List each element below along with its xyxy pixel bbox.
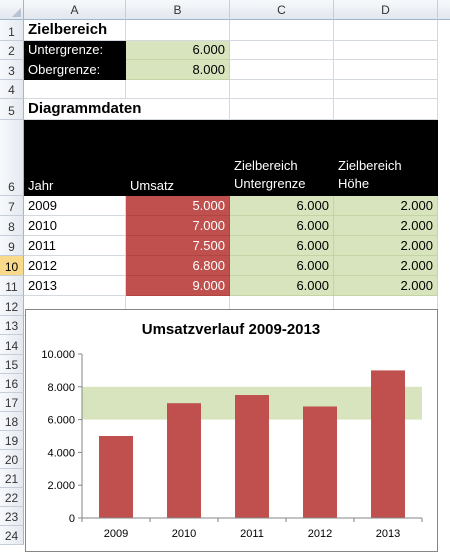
- header-hoehe-line1: Zielbereich: [338, 158, 402, 173]
- select-all-corner[interactable]: [0, 0, 24, 20]
- row-header[interactable]: 14: [0, 335, 24, 355]
- x-tick-label: 2010: [172, 528, 196, 540]
- column-header-a[interactable]: A: [24, 0, 126, 20]
- cell-hoehe[interactable]: 2.000: [334, 236, 438, 256]
- row-header[interactable]: 22: [0, 488, 24, 507]
- row-header[interactable]: 17: [0, 393, 24, 412]
- cell-c1[interactable]: [230, 20, 334, 41]
- cell-umsatz[interactable]: 6.800: [126, 256, 230, 276]
- row-header[interactable]: 24: [0, 526, 24, 545]
- cell-a4[interactable]: [24, 80, 126, 99]
- x-tick-label: 2011: [240, 528, 264, 540]
- chart-plot-area: 0 2.000 4.000 6.000 8.000 10.000 2009 2010 2011 2…: [41, 349, 423, 540]
- row-header[interactable]: 20: [0, 450, 24, 469]
- header-zielbereich-untergrenze[interactable]: Zielbereich Untergrenze: [230, 120, 334, 196]
- cell-c4[interactable]: [230, 80, 334, 99]
- cell-untergrenze[interactable]: 6.000: [230, 196, 334, 216]
- cell-untergrenze[interactable]: 6.000: [230, 216, 334, 236]
- cell-untergrenze[interactable]: 6.000: [230, 276, 334, 296]
- cell-d3[interactable]: [334, 60, 438, 80]
- cell-jahr[interactable]: 2011: [24, 236, 126, 256]
- sales-chart[interactable]: Umsatzverlauf 2009-2013 0 2.000 4.000 6.000…: [25, 309, 438, 552]
- bar: [167, 403, 201, 518]
- cell-jahr[interactable]: 2013: [24, 276, 126, 296]
- y-tick-label: 0: [69, 513, 75, 525]
- header-umsatz[interactable]: Umsatz: [126, 120, 230, 196]
- column-header-b[interactable]: B: [126, 0, 230, 20]
- row-header[interactable]: 19: [0, 431, 24, 450]
- header-zielbereich-hoehe[interactable]: Zielbereich Höhe: [334, 120, 438, 196]
- untergrenze-label[interactable]: Untergrenze:: [24, 41, 126, 60]
- row-header[interactable]: 5: [0, 99, 24, 120]
- row-header[interactable]: 3: [0, 60, 24, 80]
- row-header[interactable]: 15: [0, 355, 24, 374]
- row-header[interactable]: 18: [0, 412, 24, 431]
- cell-untergrenze[interactable]: 6.000: [230, 236, 334, 256]
- zielbereich-title[interactable]: Zielbereich: [24, 20, 126, 41]
- cell-d4[interactable]: [334, 80, 438, 99]
- row-header[interactable]: 2: [0, 41, 24, 60]
- row-header[interactable]: 8: [0, 216, 24, 236]
- cell-jahr[interactable]: 2010: [24, 216, 126, 236]
- cell-umsatz[interactable]: 5.000: [126, 196, 230, 216]
- column-header-d[interactable]: D: [334, 0, 438, 20]
- cell-b4[interactable]: [126, 80, 230, 99]
- bar: [371, 370, 405, 518]
- row-header[interactable]: 7: [0, 196, 24, 216]
- bar: [303, 406, 337, 518]
- chart-canvas: Umsatzverlauf 2009-2013 0 2.000 4.000 6.000…: [41, 321, 423, 540]
- row-header[interactable]: 23: [0, 507, 24, 526]
- x-tick-label: 2012: [308, 528, 332, 540]
- y-tick-label: 10.000: [41, 349, 75, 361]
- row-header[interactable]: 13: [0, 316, 24, 335]
- column-header-overflow: [438, 0, 450, 20]
- cell-c3[interactable]: [230, 60, 334, 80]
- header-jahr[interactable]: Jahr: [24, 120, 126, 196]
- obergrenze-label[interactable]: Obergrenze:: [24, 60, 126, 80]
- header-untergrenze-line1: Zielbereich: [234, 158, 298, 173]
- y-tick-label: 8.000: [47, 382, 75, 394]
- cell-hoehe[interactable]: 2.000: [334, 196, 438, 216]
- cell-c5[interactable]: [230, 99, 334, 120]
- untergrenze-value[interactable]: 6.000: [126, 41, 230, 60]
- header-untergrenze-line2: Untergrenze: [234, 176, 306, 191]
- row-header[interactable]: 6: [0, 120, 24, 196]
- cell-umsatz[interactable]: 9.000: [126, 276, 230, 296]
- cell-umsatz[interactable]: 7.000: [126, 216, 230, 236]
- row-header[interactable]: 1: [0, 20, 24, 41]
- chart-title: Umsatzverlauf 2009-2013: [142, 321, 320, 338]
- cell-jahr[interactable]: 2009: [24, 196, 126, 216]
- obergrenze-value[interactable]: 8.000: [126, 60, 230, 80]
- cell-hoehe[interactable]: 2.000: [334, 216, 438, 236]
- cell-d2[interactable]: [334, 41, 438, 60]
- row-header[interactable]: 10: [0, 256, 24, 276]
- cell-d1[interactable]: [334, 20, 438, 41]
- cell-hoehe[interactable]: 2.000: [334, 276, 438, 296]
- x-tick-label: 2009: [104, 528, 128, 540]
- cell-d5[interactable]: [334, 99, 438, 120]
- y-tick-label: 2.000: [47, 480, 75, 492]
- y-tick-label: 6.000: [47, 415, 75, 427]
- cell-hoehe[interactable]: 2.000: [334, 256, 438, 276]
- cell-b1[interactable]: [126, 20, 230, 41]
- x-tick-label: 2013: [376, 528, 400, 540]
- header-hoehe-line2: Höhe: [338, 176, 370, 191]
- bar: [99, 436, 133, 518]
- column-header-c[interactable]: C: [230, 0, 334, 20]
- row-header[interactable]: 16: [0, 374, 24, 393]
- diagrammdaten-title[interactable]: Diagrammdaten: [24, 99, 141, 120]
- row-header[interactable]: 4: [0, 80, 24, 99]
- cell-untergrenze[interactable]: 6.000: [230, 256, 334, 276]
- row-header[interactable]: 12: [0, 296, 24, 316]
- row-header[interactable]: 9: [0, 236, 24, 256]
- row-header[interactable]: 21: [0, 469, 24, 488]
- row-header[interactable]: 11: [0, 276, 24, 296]
- cell-jahr[interactable]: 2012: [24, 256, 126, 276]
- cell-c2[interactable]: [230, 41, 334, 60]
- bar: [235, 395, 269, 518]
- cell-b5[interactable]: [126, 99, 230, 120]
- cell-umsatz[interactable]: 7.500: [126, 236, 230, 256]
- y-tick-label: 4.000: [47, 447, 75, 459]
